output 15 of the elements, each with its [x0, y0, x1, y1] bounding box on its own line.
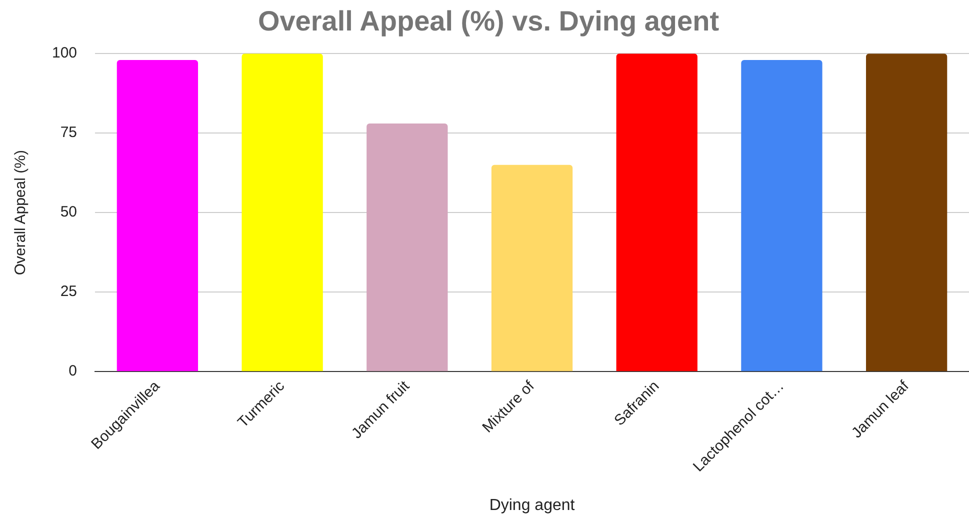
y-tick-label: 50 — [60, 204, 78, 221]
bar — [866, 54, 948, 372]
y-tick-label: 100 — [52, 44, 78, 62]
bar — [242, 54, 323, 372]
y-tick-label: 75 — [60, 124, 78, 142]
bar — [741, 60, 822, 372]
bar — [116, 60, 198, 372]
y-tick-label: 0 — [68, 362, 78, 380]
x-axis-title: Dying agent — [489, 496, 576, 514]
bar — [491, 164, 573, 372]
chart-title: Overall Appeal (%) vs. Dying agent — [258, 6, 720, 37]
y-tick-label: 25 — [60, 283, 78, 300]
bar — [366, 124, 448, 372]
y-axis-title: Overall Appeal (%) — [12, 150, 30, 276]
bar — [616, 54, 698, 372]
